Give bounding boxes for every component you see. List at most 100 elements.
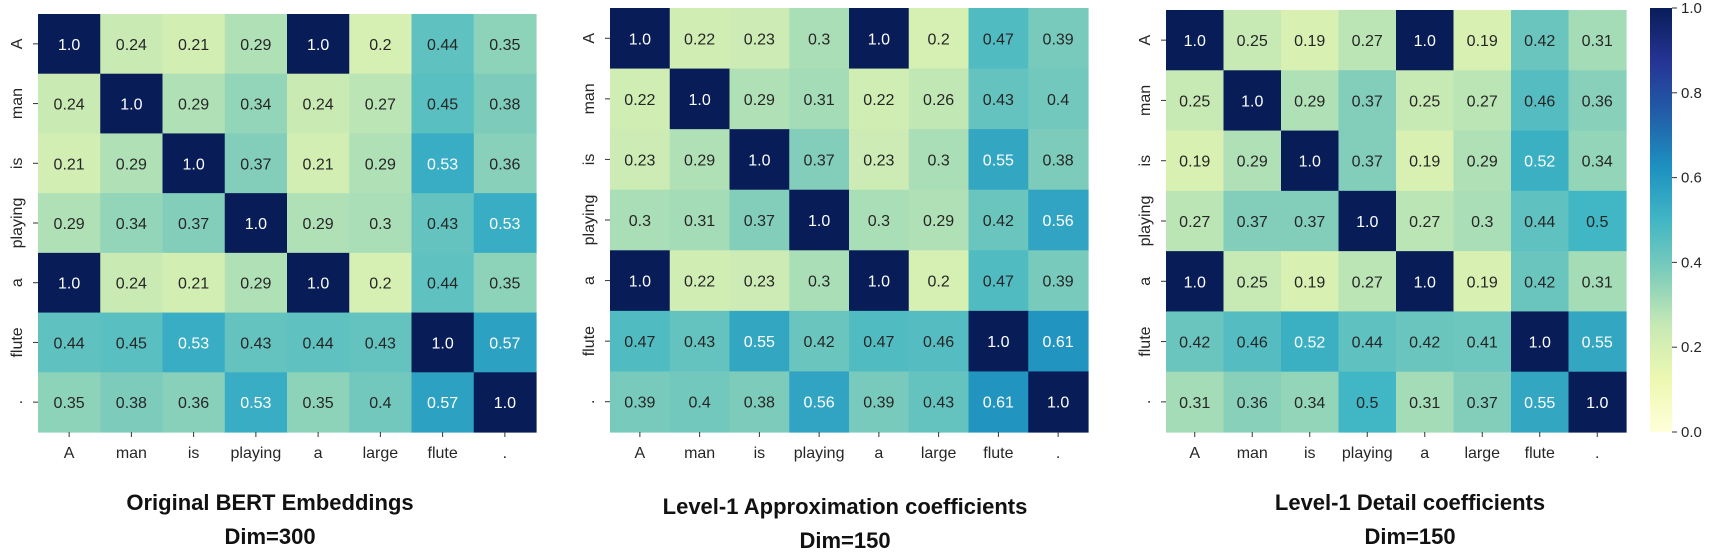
heatmap-cell [789, 250, 850, 312]
heatmap-cell [349, 14, 413, 75]
heatmap-cell [473, 312, 537, 373]
y-tick-label: . [581, 399, 598, 403]
heatmap-cell [968, 250, 1029, 312]
heatmap-cell [1166, 190, 1225, 252]
cell-value-label: 0.47 [983, 274, 1014, 291]
y-tick-label: man [581, 83, 598, 114]
cell-value-label: 0.23 [744, 274, 775, 291]
cell-value-label: 1.0 [307, 37, 329, 54]
y-tick-label: flute [9, 327, 26, 357]
y-tick-label: playing [581, 195, 598, 246]
x-tick-label: large [1464, 445, 1500, 462]
cell-value-label: 0.44 [427, 37, 458, 54]
cell-value-label: 0.24 [116, 37, 147, 54]
heatmap-cell [1223, 190, 1282, 252]
cell-value-label: 1.0 [748, 152, 770, 169]
cell-value-label: 0.5 [1586, 214, 1608, 231]
heatmap-cell [610, 68, 671, 130]
y-tick-label: is [1137, 155, 1154, 167]
heatmap-cell [1453, 190, 1512, 252]
heatmap-cell [908, 371, 970, 433]
cell-value-label: 0.27 [1352, 274, 1383, 291]
cell-value-label: 0.27 [365, 97, 396, 114]
heatmap-cell [100, 312, 164, 373]
y-tick-label: flute [1137, 326, 1154, 356]
heatmap-cell [1166, 130, 1225, 192]
heatmap-cell [669, 8, 731, 70]
heatmap-cell [610, 189, 671, 251]
cell-value-label: 1.0 [432, 335, 454, 352]
heatmap-cell [411, 252, 475, 314]
x-tick-label: a [314, 445, 323, 462]
heatmap-cell [1028, 371, 1089, 433]
y-tick-label: A [581, 33, 598, 44]
heatmap-cell [1223, 251, 1282, 313]
cell-value-label: 0.25 [1237, 33, 1268, 50]
heatmap-cell [729, 310, 790, 373]
cell-value-label: 0.29 [1237, 154, 1268, 171]
cell-value-label: 0.21 [54, 156, 85, 173]
heatmap-cell [224, 312, 288, 373]
heatmap-cell [1028, 129, 1089, 191]
cell-value-label: 1.0 [629, 31, 651, 48]
x-tick-label: A [635, 445, 646, 462]
heatmap-cell [1281, 130, 1340, 192]
panel-2-title: Level-1 Approximation coefficients [662, 494, 1028, 519]
cell-value-label: 0.55 [983, 152, 1014, 169]
heatmap-cell [224, 14, 288, 75]
cell-value-label: 0.56 [804, 395, 835, 412]
cell-value-label: 1.0 [689, 92, 711, 109]
heatmap-cell [1166, 311, 1225, 373]
cell-value-label: 0.3 [808, 274, 830, 291]
heatmap-cell [224, 133, 288, 194]
heatmap-cell [1511, 130, 1570, 192]
heatmap-cell [1568, 371, 1627, 433]
cell-value-label: 0.3 [369, 216, 391, 233]
x-tick-label: man [116, 445, 147, 462]
cell-value-label: 0.25 [1409, 93, 1440, 110]
heatmap-cell [1223, 311, 1282, 373]
cell-value-label: 0.2 [369, 37, 391, 54]
heatmap-cell [162, 133, 226, 194]
heatmap-cell [968, 8, 1029, 70]
heatmap-cell [1338, 10, 1397, 71]
heatmap-cell [849, 310, 910, 373]
heatmap-cell [1166, 10, 1225, 71]
heatmap-cell [669, 371, 731, 433]
heatmap-cell [729, 250, 790, 312]
cell-value-label: 0.19 [1467, 274, 1498, 291]
cell-value-label: 0.23 [624, 152, 655, 169]
heatmap-cell [100, 133, 164, 194]
cell-value-label: 0.34 [1582, 154, 1613, 171]
heatmap-cell [287, 133, 350, 194]
cell-value-label: 0.47 [624, 334, 655, 351]
heatmap-cell [38, 133, 101, 194]
cell-value-label: 1.0 [629, 274, 651, 291]
cell-value-label: 0.34 [116, 216, 147, 233]
heatmap-cell [789, 189, 850, 251]
cell-value-label: 0.36 [1237, 395, 1268, 412]
heatmap-cell [100, 252, 164, 314]
cell-value-label: 0.26 [923, 92, 954, 109]
heatmap-cell [610, 8, 671, 70]
cell-value-label: 1.0 [494, 395, 516, 412]
heatmap-cell [224, 73, 288, 135]
panel-2-caption: Level-1 Approximation coefficients Dim=1… [600, 490, 1090, 558]
cell-value-label: 0.25 [1179, 93, 1210, 110]
heatmap-cell [1223, 130, 1282, 192]
x-tick-label: flute [1525, 445, 1555, 462]
x-tick-label: playing [794, 445, 845, 462]
cell-value-label: 0.27 [1179, 214, 1210, 231]
heatmap-cell [349, 133, 413, 194]
heatmap-cell [349, 73, 413, 135]
heatmap-cell [1223, 70, 1282, 132]
heatmap-cell [100, 193, 164, 254]
cell-value-label: 0.21 [178, 37, 209, 54]
heatmap-cell [968, 129, 1029, 191]
cell-value-label: 0.19 [1294, 274, 1325, 291]
colorbar-tick-label: 0.2 [1681, 339, 1702, 356]
cell-value-label: 0.37 [178, 216, 209, 233]
heatmap-cell [411, 372, 475, 433]
heatmap-cell [849, 129, 910, 191]
